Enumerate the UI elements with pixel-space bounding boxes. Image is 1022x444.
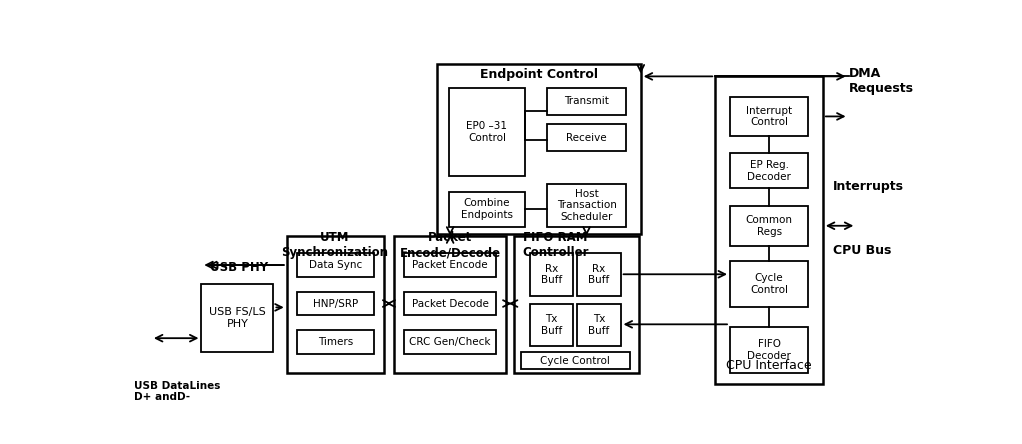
Bar xyxy=(201,284,274,352)
Bar xyxy=(547,88,626,115)
Text: Packet
Encode/Decode: Packet Encode/Decode xyxy=(400,231,501,259)
Bar xyxy=(577,254,620,296)
Bar xyxy=(394,236,506,373)
Text: FIFO
Decoder: FIFO Decoder xyxy=(747,339,791,361)
Text: Tx
Buff: Tx Buff xyxy=(541,314,562,336)
Bar xyxy=(547,184,626,226)
Text: FIFO RAM
Controller: FIFO RAM Controller xyxy=(522,231,589,259)
Text: HNP/SRP: HNP/SRP xyxy=(313,298,358,309)
Bar xyxy=(577,304,620,346)
Text: Interrupt
Control: Interrupt Control xyxy=(746,106,792,127)
Text: UTM
Synchronization: UTM Synchronization xyxy=(282,231,388,259)
Bar xyxy=(730,261,808,307)
Bar xyxy=(405,330,496,353)
Text: USB DataLines
D+ andD-: USB DataLines D+ andD- xyxy=(134,381,221,402)
Text: EP Reg.
Decoder: EP Reg. Decoder xyxy=(747,160,791,182)
Bar xyxy=(530,304,573,346)
Text: Transmit: Transmit xyxy=(564,96,609,107)
Bar xyxy=(296,254,374,277)
Bar xyxy=(520,352,630,369)
Text: Host
Transaction
Scheduler: Host Transaction Scheduler xyxy=(557,189,616,222)
Text: Interrupts: Interrupts xyxy=(833,180,904,193)
Text: Data Sync: Data Sync xyxy=(309,260,362,270)
Text: Cycle Control: Cycle Control xyxy=(541,356,610,365)
Text: Cycle
Control: Cycle Control xyxy=(750,274,788,295)
Text: Combine
Endpoints: Combine Endpoints xyxy=(461,198,513,220)
Text: Receive: Receive xyxy=(566,133,607,143)
Bar xyxy=(405,292,496,315)
Text: Rx
Buff: Rx Buff xyxy=(589,264,609,285)
Text: Endpoint Control: Endpoint Control xyxy=(480,68,598,81)
Bar xyxy=(296,292,374,315)
Bar xyxy=(296,330,374,353)
Text: CPU Interface: CPU Interface xyxy=(727,359,811,373)
Bar xyxy=(450,88,524,176)
Bar xyxy=(730,97,808,136)
Text: Tx
Buff: Tx Buff xyxy=(589,314,609,336)
Bar xyxy=(437,64,641,234)
Text: Packet Encode: Packet Encode xyxy=(412,260,487,270)
Bar xyxy=(715,76,823,385)
Text: Common
Regs: Common Regs xyxy=(746,215,793,237)
Bar xyxy=(730,327,808,373)
Text: EP0 –31
Control: EP0 –31 Control xyxy=(466,121,508,143)
Bar xyxy=(514,236,639,373)
Bar xyxy=(286,236,383,373)
Text: USB FS/LS
PHY: USB FS/LS PHY xyxy=(210,307,266,329)
Bar xyxy=(730,153,808,188)
Bar xyxy=(405,254,496,277)
Text: Packet Decode: Packet Decode xyxy=(412,298,489,309)
Bar xyxy=(730,206,808,246)
Text: CRC Gen/Check: CRC Gen/Check xyxy=(410,337,491,347)
Text: Timers: Timers xyxy=(318,337,353,347)
Bar xyxy=(530,254,573,296)
Text: CPU Bus: CPU Bus xyxy=(833,244,891,257)
Text: DMA
Requests: DMA Requests xyxy=(848,67,914,95)
Bar xyxy=(547,124,626,151)
Bar xyxy=(450,192,524,226)
Text: Rx
Buff: Rx Buff xyxy=(541,264,562,285)
Text: USB PHY: USB PHY xyxy=(210,261,268,274)
